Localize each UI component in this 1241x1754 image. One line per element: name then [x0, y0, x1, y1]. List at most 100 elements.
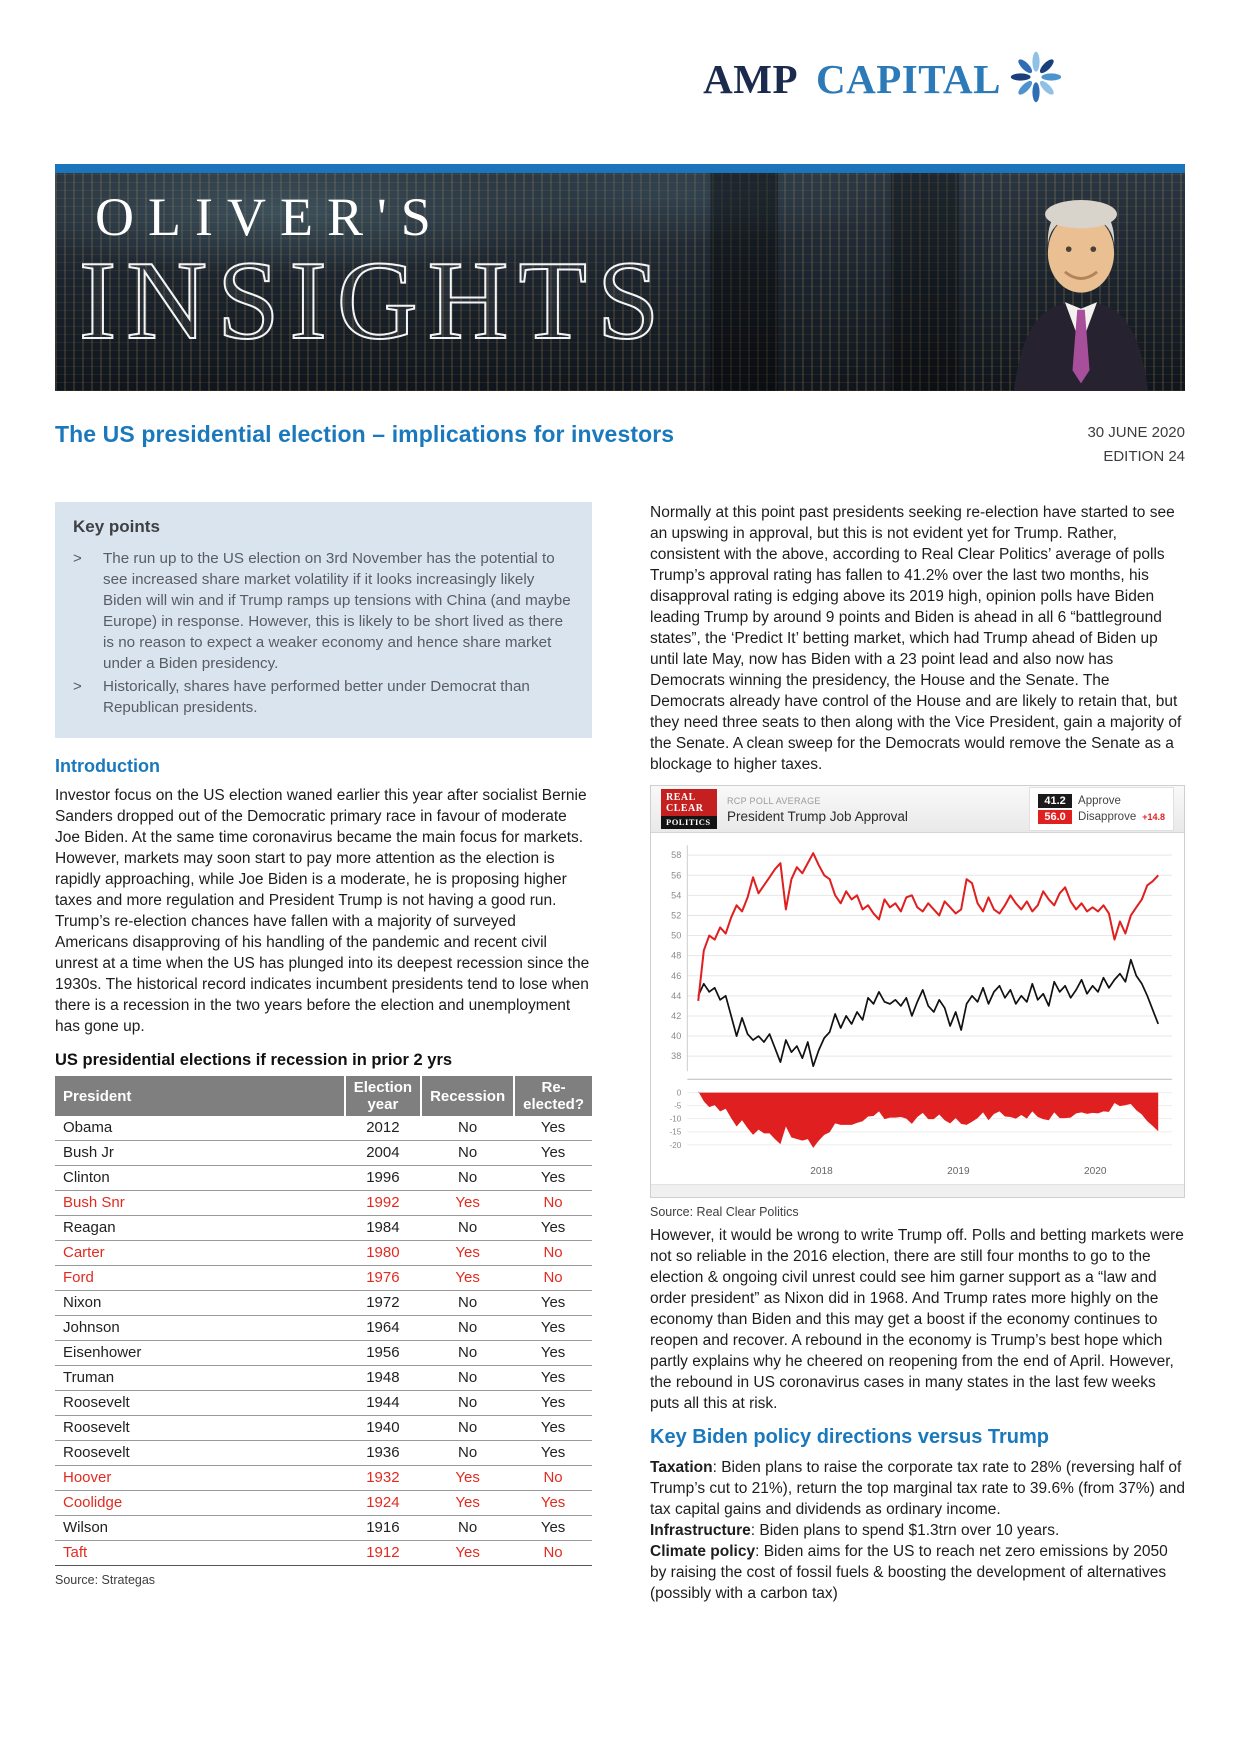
chart-kicker: RCP POLL AVERAGE [727, 796, 821, 806]
key-points-heading: Key points [73, 517, 160, 536]
table-body: Obama 2012 No Yes Bush Jr 2004 No Yes Clinton 199… [55, 1116, 592, 1566]
table-cell: No [514, 1240, 592, 1266]
author-portrait [1013, 200, 1149, 391]
table-cell: Yes [514, 1165, 592, 1191]
table-cell: No [421, 1290, 515, 1316]
table-cell: 1992 [344, 1190, 422, 1216]
legend-value-badge: 56.0 [1038, 810, 1073, 824]
svg-text:48: 48 [671, 951, 681, 961]
svg-text:50: 50 [671, 931, 681, 941]
table-cell: No [421, 1440, 515, 1466]
policy-text: : Biden plans to raise the corporate tax… [650, 1459, 1185, 1519]
table-cell: Yes [421, 1240, 515, 1266]
table-cell: No [421, 1365, 515, 1391]
svg-text:54: 54 [671, 890, 681, 900]
polls-paragraph: Normally at this point past presidents s… [650, 504, 1182, 773]
logo-text-capital: CAPITAL [816, 56, 1001, 102]
table-cell: No [514, 1465, 592, 1491]
table-row: Nixon 1972 No Yes [55, 1290, 592, 1316]
table-row: Bush Snr 1992 Yes No [55, 1190, 592, 1216]
table-cell: No [421, 1116, 515, 1141]
trump-outlook-paragraph: However, it would be wrong to write Trum… [650, 1227, 1184, 1413]
table-cell: Bush Jr [55, 1140, 345, 1166]
table-cell: 1984 [344, 1215, 422, 1241]
table-cell: 1932 [344, 1465, 422, 1491]
poll-line-chart: 38 40 42 44 46 48 50 52 54 56 58 0 -5 -10 -15 -20 2018 20… [670, 845, 1172, 1177]
svg-text:2020: 2020 [1084, 1166, 1107, 1177]
table-cell: 1944 [344, 1390, 422, 1416]
table-cell: Nixon [55, 1290, 345, 1316]
banner-city-image: OLIVER'S INSIGHTS [55, 173, 1185, 391]
table-cell: Yes [514, 1116, 592, 1141]
legend-row: 56.0 Disapprove +14.8 [1038, 810, 1165, 824]
table-cell: Yes [514, 1365, 592, 1391]
table-cell: Reagan [55, 1215, 345, 1241]
table-cell: 2012 [344, 1116, 422, 1141]
table-cell: Roosevelt [55, 1440, 345, 1466]
table-cell: No [421, 1415, 515, 1441]
table-cell: No [421, 1315, 515, 1341]
content-columns: Key points > The run up to the US electio… [55, 502, 1185, 1604]
table-cell: Yes [514, 1515, 592, 1541]
svg-text:40: 40 [671, 1031, 681, 1041]
svg-text:-5: -5 [674, 1102, 682, 1111]
svg-text:44: 44 [671, 991, 681, 1001]
svg-text:2019: 2019 [947, 1166, 970, 1177]
table-cell: Yes [421, 1265, 515, 1291]
table-cell: Ford [55, 1265, 345, 1291]
key-points-box: Key points > The run up to the US electio… [55, 502, 592, 738]
table-cell: 1940 [344, 1415, 422, 1441]
policy-item: Infrastructure: Biden plans to spend $1.… [650, 1520, 1185, 1541]
table-cell: Yes [514, 1490, 592, 1516]
table-cell: Yes [514, 1315, 592, 1341]
policy-text: : Biden aims for the US to reach net zer… [650, 1543, 1168, 1603]
chart-title-block: RCP POLL AVERAGE President Trump Job App… [727, 794, 908, 824]
chart-header: REAL CLEAR POLITICS RCP POLL AVERAGE Pre… [651, 786, 1184, 833]
table-cell: Obama [55, 1116, 345, 1141]
table-cell: Yes [421, 1465, 515, 1491]
banner-line-insights: INSIGHTS [78, 239, 670, 363]
column-header: Re-elected? [513, 1076, 592, 1116]
table-title: US presidential elections if recession i… [55, 1051, 453, 1069]
table-row: Roosevelt 1944 No Yes [55, 1390, 592, 1416]
table-source: Source: Strategas [55, 1573, 156, 1587]
table-cell: No [421, 1215, 515, 1241]
table-cell: 2004 [344, 1140, 422, 1166]
svg-text:58: 58 [671, 850, 681, 860]
publication-date: 30 JUNE 2020 [1087, 424, 1185, 441]
bullet-marker: > [73, 678, 82, 695]
table-row: Wilson 1916 No Yes [55, 1515, 592, 1541]
legend-delta: +14.8 [1142, 812, 1165, 822]
svg-text:-15: -15 [670, 1128, 682, 1137]
table-cell: No [421, 1165, 515, 1191]
svg-text:2018: 2018 [810, 1166, 833, 1177]
table-row: Johnson 1964 No Yes [55, 1315, 592, 1341]
table-cell: 1976 [344, 1265, 422, 1291]
svg-text:-10: -10 [670, 1115, 682, 1124]
table-cell: Carter [55, 1240, 345, 1266]
left-column: Key points > The run up to the US electio… [55, 502, 592, 1604]
table-row: Hoover 1932 Yes No [55, 1465, 592, 1491]
policy-list: Taxation: Biden plans to raise the corpo… [650, 1457, 1185, 1604]
svg-text:52: 52 [671, 910, 681, 920]
edition-number: EDITION 24 [1103, 448, 1185, 465]
table-cell: Yes [421, 1190, 515, 1216]
table-cell: Yes [514, 1440, 592, 1466]
table-cell: Yes [514, 1340, 592, 1366]
table-cell: Clinton [55, 1165, 345, 1191]
table-cell: Johnson [55, 1315, 345, 1341]
key-point-item: > Historically, shares have performed bet… [73, 676, 574, 718]
bullet-marker: > [73, 550, 82, 567]
table-cell: Hoover [55, 1465, 345, 1491]
table-row: Taft 1912 Yes No [55, 1540, 592, 1566]
table-row: Eisenhower 1956 No Yes [55, 1340, 592, 1366]
table-cell: Truman [55, 1365, 345, 1391]
amp-flower-icon [1009, 50, 1063, 109]
table-cell: Yes [514, 1290, 592, 1316]
table-cell: 1912 [344, 1540, 422, 1566]
key-point-text: The run up to the US election on 3rd Nov… [103, 550, 571, 672]
table-cell: Yes [421, 1490, 515, 1516]
legend-value-badge: 41.2 [1038, 794, 1073, 808]
table-cell: 1956 [344, 1340, 422, 1366]
